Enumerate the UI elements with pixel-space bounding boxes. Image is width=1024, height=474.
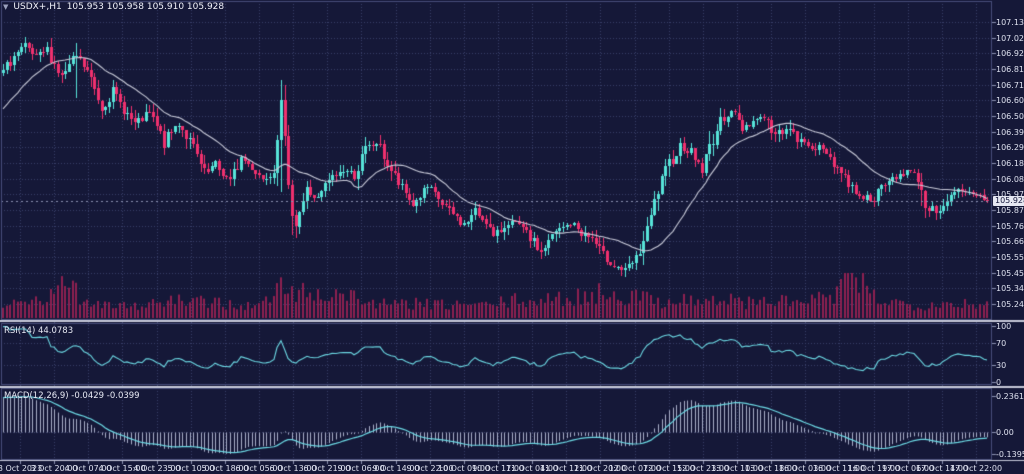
time-axis-tick: 11 Oct 12:00 xyxy=(539,464,593,473)
rsi-axis-tick: 100 xyxy=(996,322,1012,331)
time-axis-tick: 13 Oct 18:00 xyxy=(744,464,798,473)
price-axis-tick: 105.240 xyxy=(996,300,1024,309)
time-axis-tick: 17 Oct 14:00 xyxy=(915,464,969,473)
macd-axis-tick: 0.00 xyxy=(996,428,1014,437)
time-axis-tick: 11 Oct 04:00 xyxy=(505,464,559,473)
macd-indicator-label: MACD(12,26,9) -0.0429 -0.0399 xyxy=(4,391,140,401)
time-axis-tick: 4 Oct 15:00 xyxy=(98,464,146,473)
time-axis-tick: 10 Oct 09:00 xyxy=(437,464,491,473)
price-axis-tick: 105.555 xyxy=(996,253,1024,262)
price-axis-tick: 106.605 xyxy=(996,96,1024,105)
rsi-axis-tick: 30 xyxy=(996,361,1007,370)
time-axis-tick: 17 Oct 06:00 xyxy=(881,464,935,473)
time-axis-tick: 13 Oct 10:00 xyxy=(710,464,764,473)
time-axis-tick: 9 Oct 14:00 xyxy=(372,464,420,473)
price-axis-tick: 106.080 xyxy=(996,175,1024,184)
time-axis-tick: 4 Oct 07:00 xyxy=(64,464,112,473)
time-axis-tick: 9 Oct 22:00 xyxy=(406,464,454,473)
rsi-axis-tick: 70 xyxy=(996,339,1007,348)
price-axis-tick: 105.870 xyxy=(996,206,1024,215)
time-axis-tick: 17 Oct 22:00 xyxy=(949,464,1003,473)
price-axis-tick: 106.500 xyxy=(996,112,1024,121)
time-axis-tick: 16 Oct 03:00 xyxy=(778,464,832,473)
price-axis-tick: 105.975 xyxy=(996,190,1024,199)
price-axis-tick: 106.920 xyxy=(996,49,1024,58)
ohlc-values: 105.953 105.958 105.910 105.928 xyxy=(66,2,225,12)
time-axis-tick: 4 Oct 23:00 xyxy=(133,464,181,473)
symbol-header: ▼ USDX+,H1 105.953 105.958 105.910 105.9… xyxy=(3,2,224,12)
price-axis-tick: 106.815 xyxy=(996,65,1024,74)
macd-axis-tick: -0.1395 xyxy=(996,450,1024,459)
price-axis-tick: 107.130 xyxy=(996,18,1024,27)
time-axis-tick: 10 Oct 17:00 xyxy=(471,464,525,473)
price-axis-tick: 107.025 xyxy=(996,34,1024,43)
price-axis-tick: 105.450 xyxy=(996,269,1024,278)
time-axis-tick: 6 Oct 13:00 xyxy=(269,464,317,473)
time-axis-tick: 16 Oct 19:00 xyxy=(847,464,901,473)
time-axis-tick: 3 Oct 20:00 xyxy=(30,464,78,473)
time-axis-tick: 9 Oct 06:00 xyxy=(337,464,385,473)
price-axis-tick: 106.185 xyxy=(996,159,1024,168)
rsi-axis-tick: 0 xyxy=(996,378,1002,387)
time-axis-tick: 11 Oct 20:00 xyxy=(573,464,627,473)
current-price-tag: 105.928 xyxy=(993,196,1024,206)
symbol-collapse-icon[interactable]: ▼ xyxy=(3,3,9,11)
time-axis-tick: 12 Oct 15:00 xyxy=(642,464,696,473)
symbol-timeframe-label: USDX+,H1 xyxy=(13,2,62,12)
rsi-indicator-label: RSI(14) 44.0783 xyxy=(4,326,74,336)
time-axis-tick: 5 Oct 18:00 xyxy=(201,464,249,473)
price-axis-tick: 105.765 xyxy=(996,222,1024,231)
time-axis-tick: 12 Oct 23:00 xyxy=(676,464,730,473)
price-axis-tick: 105.660 xyxy=(996,237,1024,246)
time-axis-tick: 12 Oct 07:00 xyxy=(608,464,662,473)
price-axis-tick: 106.290 xyxy=(996,143,1024,152)
time-axis-tick: 16 Oct 11:00 xyxy=(812,464,866,473)
macd-axis-tick: 0.2361 xyxy=(996,392,1024,401)
time-axis-tick: 3 Oct 2023 xyxy=(0,464,43,473)
time-axis-tick: 6 Oct 21:00 xyxy=(303,464,351,473)
price-axis-tick: 106.710 xyxy=(996,81,1024,90)
time-axis-tick: 5 Oct 10:00 xyxy=(167,464,215,473)
price-axis-tick: 105.345 xyxy=(996,284,1024,293)
price-axis-tick: 106.395 xyxy=(996,128,1024,137)
time-axis-tick: 6 Oct 05:00 xyxy=(235,464,283,473)
